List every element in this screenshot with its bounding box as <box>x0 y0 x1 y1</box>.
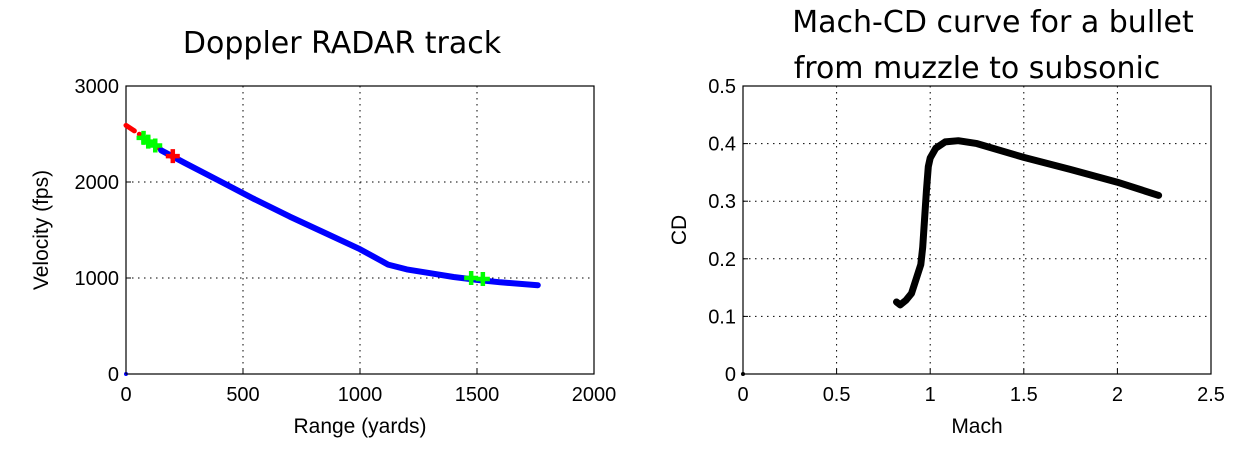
chart-2-y-tick-label: 0.4 <box>708 134 736 156</box>
chart-2-x-tick-label: 2.5 <box>1197 384 1225 406</box>
chart-2-title-line-2: from muzzle to subsonic <box>794 51 1161 86</box>
chart-2-x-ticks: 0 0.5 1 1.5 2 2.5 <box>737 369 1225 406</box>
chart-1-x-ticks: 0 500 1000 1500 2000 <box>120 369 616 406</box>
chart-2-x-tick-label: 0 <box>737 384 748 406</box>
chart-1-y-tick-label: 0 <box>108 364 119 386</box>
chart-1-x-tick-label: 1500 <box>455 384 500 406</box>
chart-1-x-axis-label: Range (yards) <box>293 415 426 438</box>
chart-1-y-axis-label: Velocity (fps) <box>30 170 53 290</box>
chart-2-y-ticks: 0 0.1 0.2 0.3 0.4 0.5 <box>708 76 748 386</box>
chart-1-y-ticks: 0 1000 2000 3000 <box>75 76 131 386</box>
chart-2-x-tick-label: 1 <box>925 384 936 406</box>
chart-1-plus-marker <box>475 271 490 286</box>
chart-1-gridlines <box>126 86 594 374</box>
chart-1-y-tick-label: 2000 <box>75 172 120 194</box>
chart-2-x-tick-label: 2 <box>1112 384 1123 406</box>
chart-1-series <box>123 122 541 376</box>
chart-2-y-tick-label: 0.1 <box>708 306 736 328</box>
chart-1-x-tick-label: 2000 <box>572 384 617 406</box>
chart-1-x-tick-label: 500 <box>226 384 259 406</box>
chart-2-plot-area <box>742 85 1212 375</box>
chart-2-y-tick-label: 0.5 <box>708 76 736 98</box>
chart-2-gridlines <box>743 86 1211 374</box>
chart-2-x-axis-label: Mach <box>951 415 1002 438</box>
chart-1-plus-marker <box>141 134 156 149</box>
chart-1-plus-marker <box>165 149 180 164</box>
chart-1-plus-marker <box>148 138 163 153</box>
chart-velocity-range: Doppler RADAR track 0 500 1000 1500 2000 0 10… <box>30 26 616 438</box>
chart-1-x-tick-label: 1000 <box>338 384 383 406</box>
chart-1-plus-marker <box>464 271 479 285</box>
chart-2-y-tick-label: 0.2 <box>708 249 736 271</box>
chart-2-x-tick-label: 0.5 <box>823 384 851 406</box>
chart-1-y-tick-label: 3000 <box>75 76 120 98</box>
chart-2-series-line <box>893 137 1163 309</box>
chart-1-title: Doppler RADAR track <box>183 26 502 61</box>
chart-2-y-axis-label: CD <box>668 215 691 245</box>
chart-2-y-tick-label: 0 <box>725 364 736 386</box>
chart-1-x-tick-label: 0 <box>120 384 131 406</box>
chart-2-y-tick-label: 0.3 <box>708 191 736 213</box>
chart-1-y-tick-label: 1000 <box>75 268 120 290</box>
chart-1-series-line <box>158 147 541 289</box>
chart-2-x-tick-label: 1.5 <box>1010 384 1038 406</box>
chart-mach-cd: Mach-CD curve for a bullet from muzzle t… <box>668 5 1225 438</box>
chart-2-title-line-1: Mach-CD curve for a bullet <box>792 5 1194 40</box>
